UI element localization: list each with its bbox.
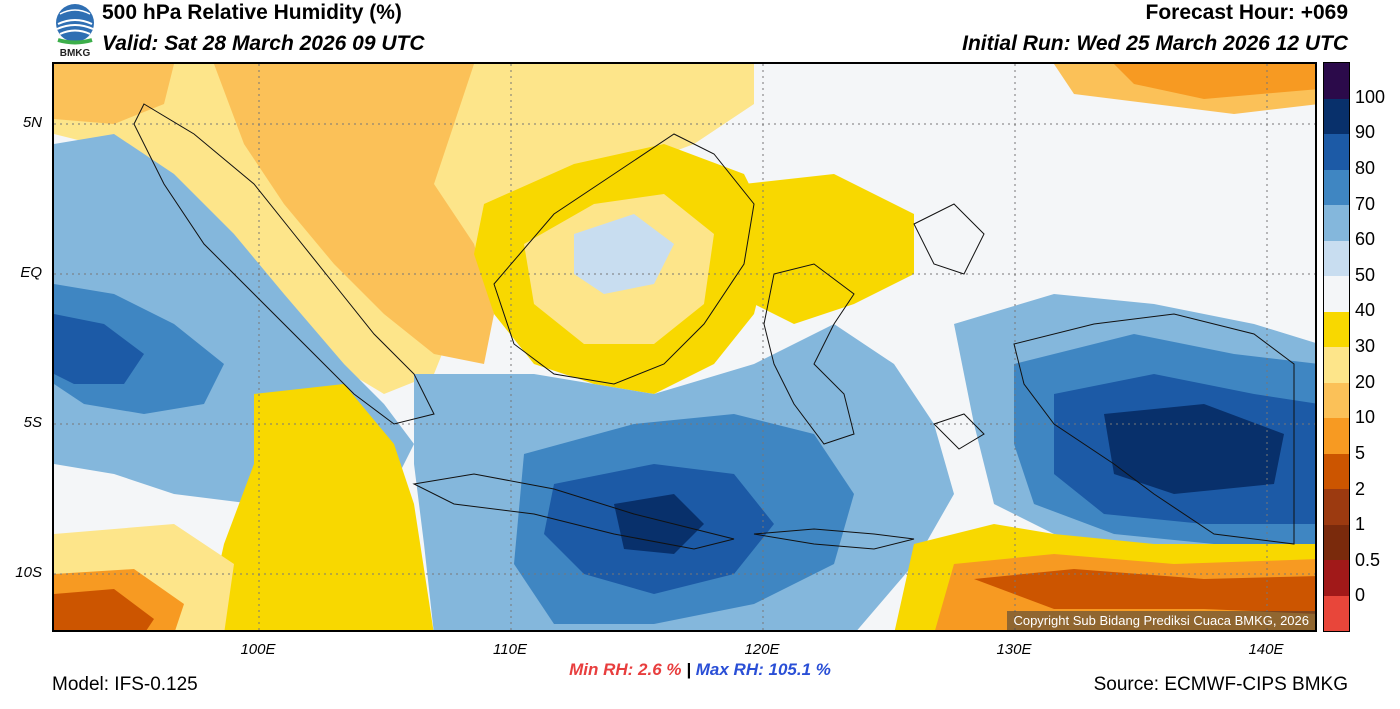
orange-zone-malaysia [214,64,494,364]
lon-label-120e: 120E [744,641,780,658]
forecast-hour: Forecast Hour: +069 [1145,1,1349,24]
lat-label-10s: 10S [15,564,42,581]
yellow-zone-sulawesi [744,174,914,324]
lon-label-140e: 140E [1248,641,1284,658]
rh-stats: Min RH: 2.6 % | Max RH: 105.1 % [0,660,1400,680]
min-rh-value: 2.6 % [638,660,682,679]
colorbar-label: 40 [1355,300,1376,321]
colorbar-label: 5 [1355,442,1366,463]
colorbar-label: 100 [1355,86,1386,107]
max-rh-label: Max RH: [695,660,764,679]
lat-label-5s: 5S [23,414,42,431]
stats-separator: | [686,660,692,679]
bmkg-logo: BMKG [56,4,94,58]
model-info: Model: IFS-0.125 [52,674,198,695]
colorbar-label: 90 [1355,122,1376,143]
colorbar-swatch [1324,453,1349,489]
colorbar-label: 30 [1355,336,1376,356]
colorbar-swatch [1324,418,1349,454]
burnt-zone-southwest [54,589,154,630]
colorbar-label: 0 [1355,585,1366,606]
coastlines [133,103,1295,550]
lon-label-100e: 100E [240,641,276,658]
colorbar-swatch [1324,524,1349,560]
colorbar-label: 80 [1355,157,1376,178]
map-title: 500 hPa Relative Humidity (%) [102,1,402,24]
colorbar-swatch [1324,98,1349,134]
colorbar-label: 70 [1355,193,1376,214]
colorbar-swatch [1324,347,1349,383]
colorbar-label: 1 [1355,514,1366,535]
colorbar-swatch [1324,489,1349,525]
colorbar-swatch [1324,169,1349,205]
orange-zone-northeast [1114,64,1315,99]
colorbar-label: 50 [1355,264,1376,285]
source-info: Source: ECMWF-CIPS BMKG [1093,674,1348,695]
burnt-zone-southeast [974,569,1315,614]
colorbar-label: 10 [1355,407,1376,428]
colorbar-label: 60 [1355,229,1376,250]
lat-label-eq: EQ [20,264,42,281]
colorbar-swatch [1324,382,1349,418]
colorbar-swatch [1324,63,1349,99]
colorbar-swatch [1324,560,1349,596]
colorbar-label: 20 [1355,371,1376,392]
colorbar-swatch [1324,276,1349,312]
colorbar-label: 0.5 [1355,549,1381,570]
lat-label-5n: 5N [22,114,42,131]
max-rh-value: 105.1 % [768,660,831,679]
logo-text: BMKG [60,48,91,58]
min-rh-label: Min RH: [569,660,634,679]
humidity-map [52,62,1317,632]
colorbar-swatch [1324,595,1349,631]
dry-zone-southwest [204,384,434,630]
colorbar-swatch [1324,134,1349,170]
colorbar-swatch [1324,240,1349,276]
colorbar-swatch [1324,205,1349,241]
colorbar [1323,62,1350,632]
very-wet-zone-west [54,314,144,384]
lon-label-130e: 130E [996,641,1032,658]
colorbar-label: 2 [1355,478,1366,499]
orange-zone-north [54,64,174,124]
graticule [54,64,1315,630]
core-wet-zone-east [1104,404,1284,494]
colorbar-swatch [1324,311,1349,347]
copyright-text: Copyright Sub Bidang Prediksi Cuaca BMKG… [1007,611,1315,630]
initial-run: Initial Run: Wed 25 March 2026 12 UTC [962,32,1348,55]
core-wet-zone-java [614,494,704,554]
valid-time: Valid: Sat 28 March 2026 09 UTC [102,32,425,55]
lon-label-110e: 110E [493,641,527,658]
